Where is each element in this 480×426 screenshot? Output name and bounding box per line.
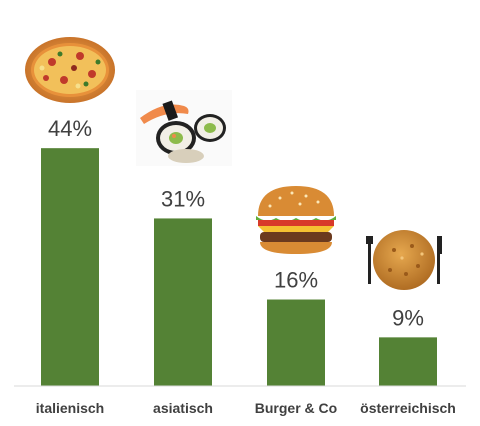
category-label: italienisch	[36, 400, 104, 416]
value-label: 44%	[48, 116, 92, 141]
value-label: 16%	[274, 268, 318, 293]
category-label: asiatisch	[153, 400, 213, 416]
bar-group	[41, 148, 437, 386]
burger-icon	[256, 186, 336, 254]
category-label: Burger & Co	[255, 400, 337, 416]
value-label: 31%	[161, 186, 205, 211]
value-label: 9%	[392, 305, 424, 330]
bar	[379, 337, 437, 386]
bar	[154, 218, 212, 386]
category-label-group: italienisch asiatisch Burger & Co österreic…	[36, 400, 456, 416]
bar	[41, 148, 99, 386]
sushi-icon	[136, 90, 232, 166]
category-label: österreichisch	[360, 400, 456, 416]
pizza-icon	[25, 37, 115, 103]
value-label-group: 44% 31% 16% 9%	[48, 116, 424, 330]
schnitzel-icon	[366, 230, 442, 290]
bar	[267, 299, 325, 386]
